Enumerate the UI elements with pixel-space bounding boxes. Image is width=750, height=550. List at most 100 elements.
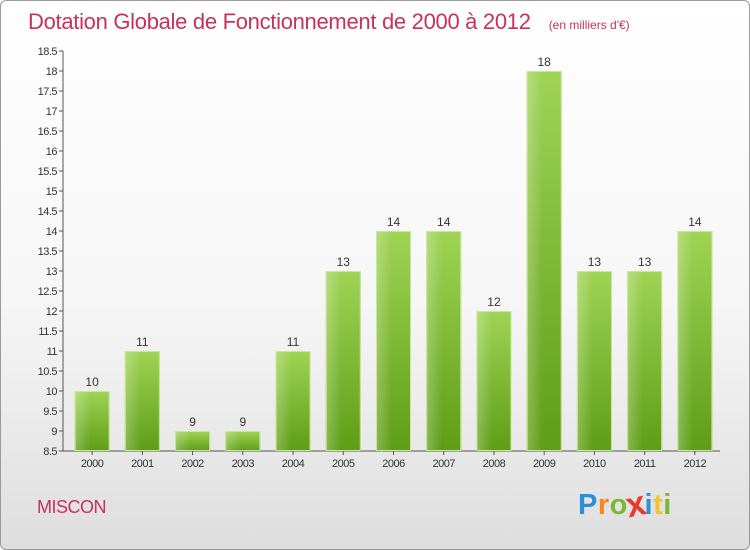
- bar-2001: [124, 351, 160, 451]
- bar-highlight: [476, 311, 493, 451]
- x-tick-label: 2010: [583, 458, 606, 470]
- commune-name: MISCON: [37, 497, 107, 517]
- y-tick-label: 8.5: [43, 446, 57, 458]
- logo-letter: t: [653, 489, 664, 521]
- logo-letter: i: [663, 489, 672, 521]
- bar-highlight: [627, 271, 643, 451]
- bar-outline: [476, 311, 512, 451]
- bar-highlight: [275, 351, 292, 451]
- bar-highlight: [576, 271, 593, 451]
- y-tick-label: 16.5: [38, 126, 58, 138]
- bar-2005: [325, 271, 361, 451]
- bar-highlight: [526, 71, 543, 451]
- x-tick-label: 2004: [282, 458, 305, 470]
- bar-highlight: [175, 431, 191, 451]
- x-tick-label: 2006: [382, 458, 405, 470]
- bar-value-label: 13: [638, 255, 652, 269]
- bar-value-label: 13: [588, 255, 602, 269]
- bar-value-label: 14: [437, 215, 451, 229]
- bar-highlight: [74, 391, 91, 451]
- bar-2011: [627, 271, 663, 451]
- y-tick-label: 15: [46, 186, 58, 198]
- x-tick-label: 2009: [533, 458, 556, 470]
- bar-2004: [275, 351, 311, 451]
- bar-2000: [74, 391, 110, 451]
- y-tick-label: 13.5: [38, 246, 58, 258]
- x-tick-label: 2011: [634, 458, 656, 470]
- bar-highlight: [124, 351, 141, 451]
- x-tick-label: 2008: [483, 458, 506, 470]
- bar-2009: [526, 71, 562, 451]
- x-tick-label: 2003: [232, 458, 255, 470]
- bar-2006: [376, 231, 411, 451]
- bar-outline: [627, 271, 663, 451]
- bar-value-label: 11: [287, 335, 300, 349]
- y-tick-label: 9.5: [43, 406, 57, 418]
- bar-highlight: [225, 431, 242, 451]
- y-tick-label: 12: [46, 306, 58, 318]
- y-tick-label: 11.5: [38, 326, 57, 338]
- bar-outline: [74, 391, 110, 451]
- bar-outline: [175, 431, 211, 451]
- bar-outline: [376, 231, 411, 451]
- logo-letter: r: [597, 489, 610, 521]
- x-tick-label: 2002: [181, 458, 204, 470]
- chart-title-text: Dotation Globale de Fonctionnement de 20…: [28, 9, 531, 34]
- bar-2012: [677, 231, 713, 451]
- y-tick-label: 17.5: [38, 86, 58, 98]
- bar-value-label: 13: [337, 255, 351, 269]
- bar-2010: [576, 271, 612, 451]
- bar-outline: [124, 351, 160, 451]
- x-tick-label: 2007: [432, 458, 455, 470]
- bar-highlight: [376, 231, 392, 451]
- bar-value-label: 11: [136, 335, 149, 349]
- y-tick-label: 10: [46, 386, 58, 398]
- bar-outline: [526, 71, 562, 451]
- y-tick-label: 18.5: [38, 46, 58, 58]
- proxiti-logo[interactable]: Proxiti: [578, 484, 672, 526]
- y-tick-label: 13: [46, 266, 58, 278]
- y-tick-label: 17: [46, 106, 58, 118]
- chart-bars: [74, 71, 713, 451]
- logo-letter: i: [644, 489, 654, 521]
- x-tick-label: 2012: [684, 458, 707, 470]
- bar-2003: [225, 431, 261, 451]
- bar-outline: [275, 351, 311, 451]
- bar-outline: [677, 231, 713, 451]
- bar-2007: [426, 231, 462, 451]
- y-tick-label: 14.5: [38, 206, 58, 218]
- bar-value-label: 18: [538, 55, 552, 69]
- bar-value-label: 14: [387, 215, 401, 229]
- bar-highlight: [677, 231, 694, 451]
- bar-highlight: [426, 231, 442, 451]
- bar-2008: [476, 311, 512, 451]
- y-tick-label: 10.5: [38, 366, 58, 378]
- x-tick-label: 2005: [332, 458, 355, 470]
- logo-letter: P: [578, 489, 598, 521]
- y-tick-label: 18: [46, 66, 58, 78]
- bar-value-label: 14: [688, 215, 702, 229]
- bar-2002: [175, 431, 211, 451]
- bar-value-label: 10: [85, 375, 99, 389]
- x-tick-label: 2000: [81, 458, 104, 470]
- logo-letter: o: [609, 489, 628, 521]
- y-tick-label: 15.5: [38, 166, 58, 178]
- bar-value-label: 9: [189, 415, 196, 429]
- chart-title: Dotation Globale de Fonctionnement de 20…: [28, 9, 630, 35]
- x-tick-label: 2001: [131, 458, 154, 470]
- bar-outline: [426, 231, 462, 451]
- bar-outline: [576, 271, 612, 451]
- y-tick-label: 11: [47, 346, 58, 358]
- bar-highlight: [325, 271, 342, 451]
- chart-unit: (en milliers d'€): [548, 18, 630, 32]
- y-tick-label: 12.5: [38, 286, 58, 298]
- bar-value-label: 9: [239, 415, 246, 429]
- bar-outline: [225, 431, 261, 451]
- y-tick-label: 9: [51, 426, 57, 438]
- bar-value-label: 12: [487, 295, 501, 309]
- chart-labels: 10 11 9 9 11 13 14 14 12 18 13 13 14: [85, 55, 701, 429]
- chart-axes: 8.5 9 9.5 10 10.5 11 11.5 12 12.5 13 13.5 14 14.5 15 1…: [38, 46, 720, 470]
- y-tick-label: 16: [46, 146, 58, 158]
